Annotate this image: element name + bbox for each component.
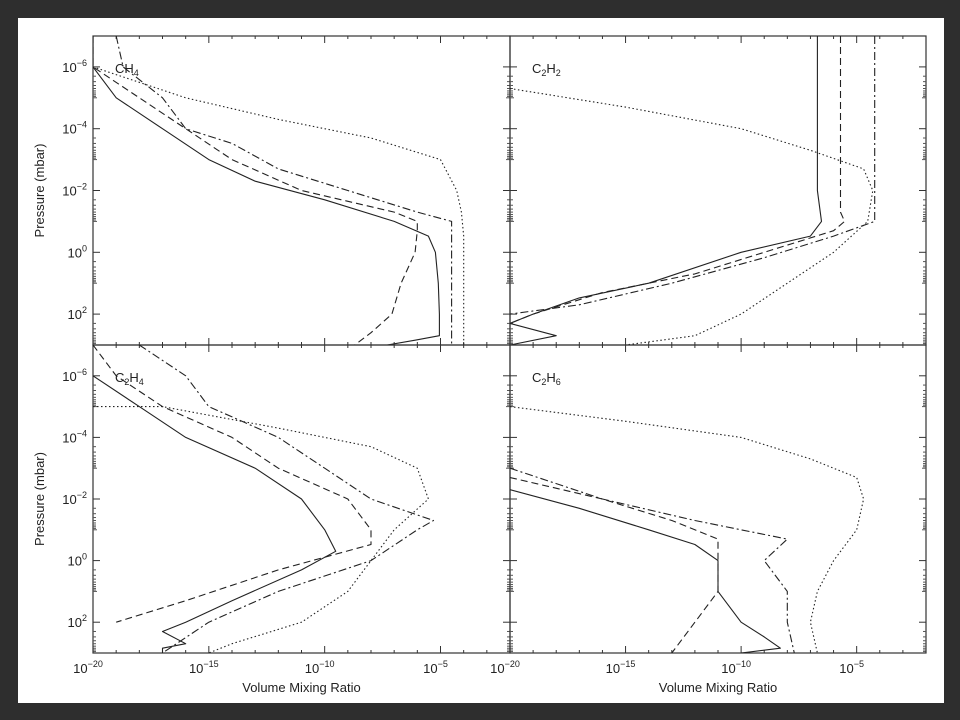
x-tick-label: 10−10: [305, 659, 335, 676]
series-line-dotted: [93, 406, 429, 653]
series-line-dashed: [93, 345, 372, 623]
y-tick-label: 100: [68, 552, 87, 569]
panel-border: [509, 35, 927, 346]
axes-text-group: 10−6 10−4 10−2 100 102 10−6 10−4 10−2 100 102 10−2…: [32, 58, 864, 695]
y-tick-label: 102: [68, 613, 87, 630]
panels-group: CH4 C2H2 C2H4 C2H6: [92, 35, 927, 654]
series-line-solid: [510, 36, 823, 345]
series-group: [93, 36, 465, 345]
y-tick-label: 10−6: [62, 58, 87, 75]
series-group: [510, 36, 876, 345]
series-line-solid: [93, 375, 337, 653]
x-axis-label: Volume Mixing Ratio: [659, 680, 778, 695]
series-line-dashdot: [138, 345, 435, 653]
y-tick-label: 10−4: [62, 428, 87, 445]
series-group: [93, 345, 435, 653]
series-line-solid: [93, 36, 440, 345]
y-tick-label: 10−6: [62, 367, 87, 384]
series-line-dashdot: [510, 36, 876, 315]
species-label: C2H2: [532, 61, 561, 78]
y-axis-label: Pressure (mbar): [32, 452, 47, 546]
series-line-dotted: [93, 66, 465, 345]
x-tick-label: 10−10: [721, 659, 751, 676]
series-line-dashdot: [115, 36, 453, 345]
panel-c2h6: C2H6: [509, 344, 927, 654]
x-tick-label: 10−5: [423, 659, 448, 676]
figure-frame: CH4 C2H2 C2H4 C2H6 10−6 10−4 10−2 100 102 10−6 10…: [18, 18, 944, 703]
species-label: CH4: [115, 61, 139, 78]
species-label: C2H4: [115, 370, 144, 387]
y-tick-label: 10−2: [62, 182, 87, 199]
series-line-dashed: [510, 476, 719, 653]
y-tick-label: 10−4: [62, 120, 87, 137]
y-tick-label: 10−2: [62, 490, 87, 507]
x-tick-label: 10−15: [606, 659, 636, 676]
x-tick-label: 10−20: [490, 659, 520, 676]
x-tick-label: 10−5: [839, 659, 864, 676]
y-tick-label: 102: [68, 305, 87, 322]
panel-c2h2: C2H2: [509, 35, 927, 346]
species-label: C2H6: [532, 370, 561, 387]
y-axis-label: Pressure (mbar): [32, 144, 47, 238]
x-tick-label: 10−20: [73, 659, 103, 676]
series-line-dotted: [510, 406, 865, 653]
series-line-dashdot: [510, 467, 795, 653]
series-line-dashed: [510, 36, 846, 324]
series-line-dashed: [93, 36, 418, 345]
series-line-dotted: [510, 87, 874, 345]
panel-border: [92, 35, 511, 346]
y-tick-label: 100: [68, 243, 87, 260]
series-group: [510, 406, 865, 653]
panel-border: [509, 344, 927, 654]
x-tick-label: 10−15: [189, 659, 219, 676]
x-axis-label: Volume Mixing Ratio: [242, 680, 361, 695]
panel-c2h4: C2H4: [92, 344, 511, 654]
series-line-solid: [510, 489, 781, 653]
panel-ch4: CH4: [92, 35, 511, 346]
